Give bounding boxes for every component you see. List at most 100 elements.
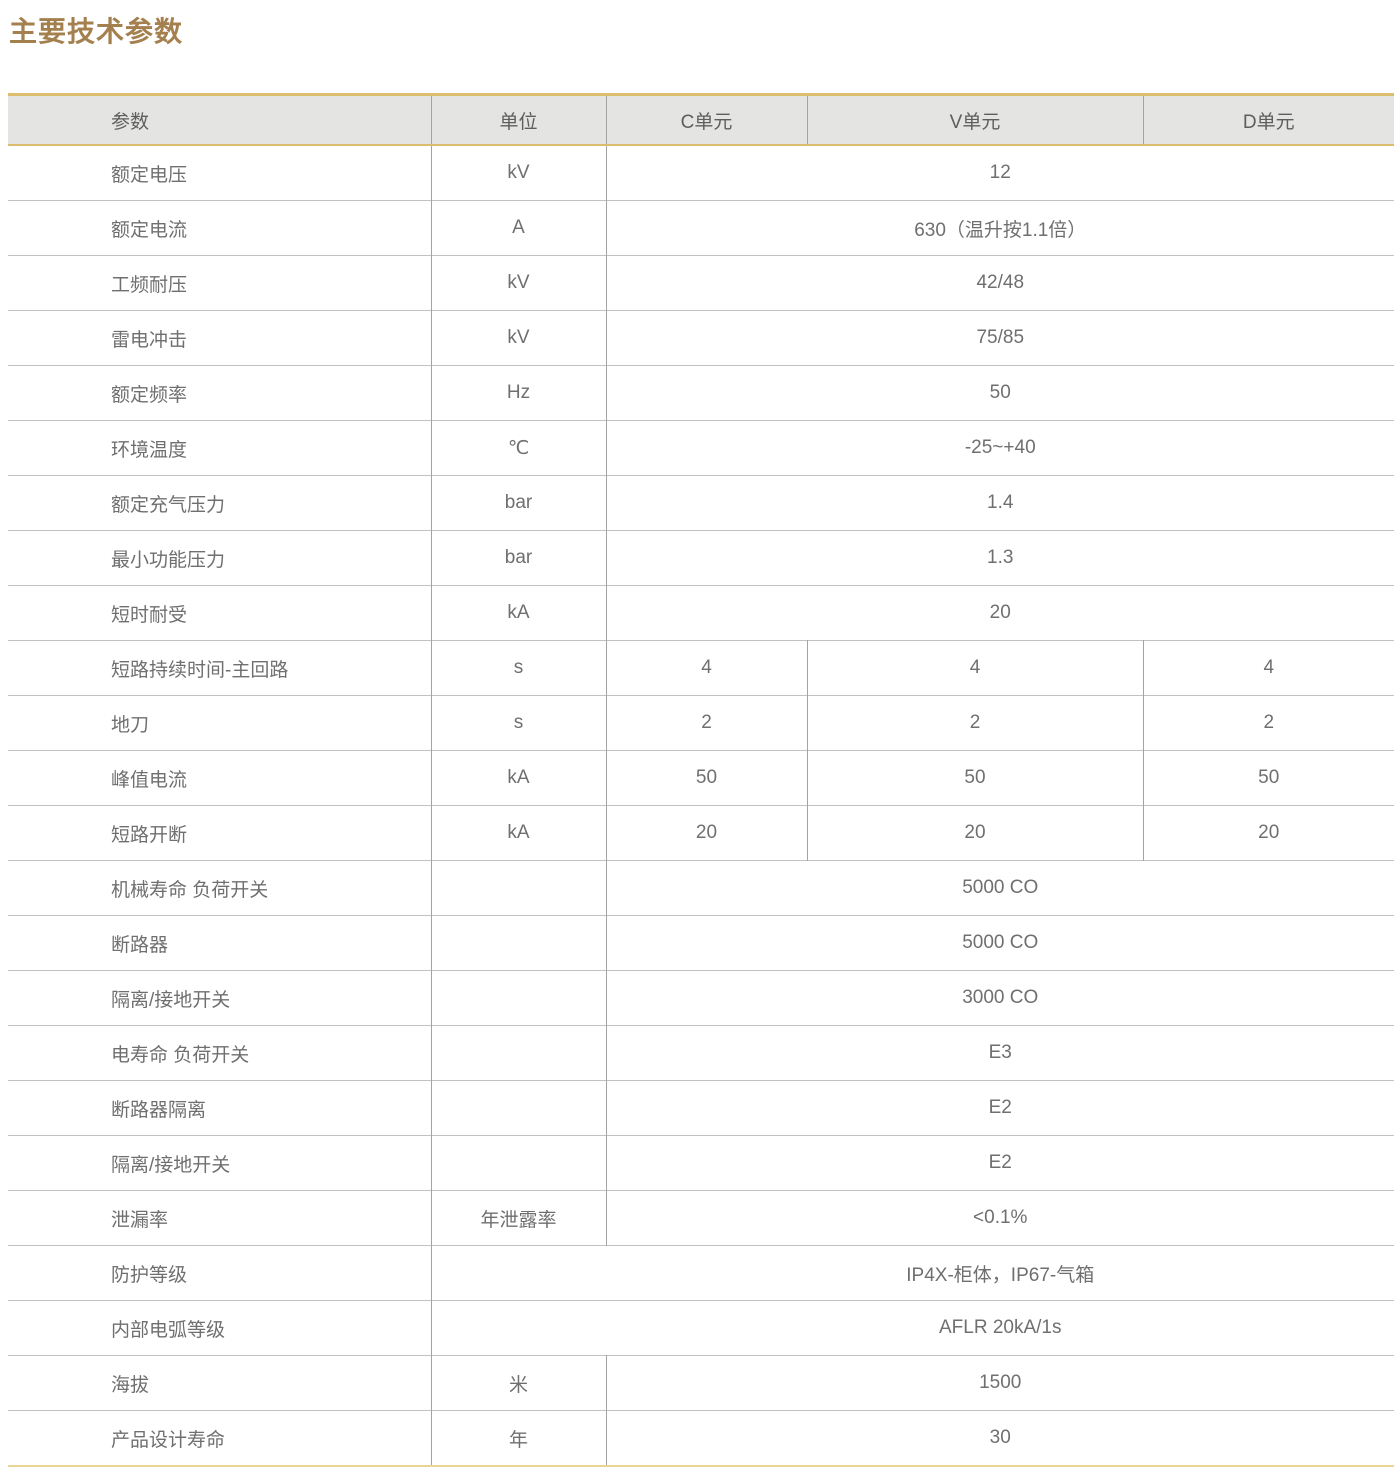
col-header-v: V单元 — [807, 93, 1144, 146]
table-body: 额定电压 kV 12 额定电流 A 630（温升按1.1倍） 工频耐压 kV 42/48 雷电冲击… — [8, 145, 1394, 1466]
value-cell: 1.3 — [606, 530, 1394, 586]
unit-cell: 年泄露率 — [431, 1190, 607, 1246]
table-row: 雷电冲击 kV 75/85 — [8, 310, 1394, 366]
param-cell: 隔离/接地开关 — [8, 970, 432, 1026]
value-cell: AFLR 20kA/1s — [431, 1300, 1394, 1356]
value-cell: 630（温升按1.1倍） — [606, 200, 1394, 256]
unit-cell — [431, 1135, 607, 1191]
table-row: 额定电压 kV 12 — [8, 145, 1394, 201]
unit-cell: ℃ — [431, 420, 607, 476]
value-cell: IP4X-柜体，IP67-气箱 — [431, 1245, 1394, 1301]
unit-cell: 年 — [431, 1410, 607, 1466]
value-cell: 20 — [606, 585, 1394, 641]
table-row: 断路器 5000 CO — [8, 915, 1394, 971]
col-header-c: C单元 — [606, 93, 808, 146]
param-cell: 海拔 — [8, 1355, 432, 1411]
table-row: 隔离/接地开关 E2 — [8, 1135, 1394, 1191]
table-row: 断路器隔离 E2 — [8, 1080, 1394, 1136]
param-cell: 泄漏率 — [8, 1190, 432, 1246]
value-cell: 4 — [1143, 640, 1394, 696]
value-cell: 20 — [606, 805, 808, 861]
value-cell: 20 — [807, 805, 1144, 861]
value-cell: 50 — [606, 750, 808, 806]
param-cell: 隔离/接地开关 — [8, 1135, 432, 1191]
param-cell: 防护等级 — [8, 1245, 432, 1301]
param-cell: 产品设计寿命 — [8, 1410, 432, 1466]
param-cell: 环境温度 — [8, 420, 432, 476]
unit-cell: bar — [431, 530, 607, 586]
value-cell: 2 — [1143, 695, 1394, 751]
unit-cell — [431, 1080, 607, 1136]
table-row: 地刀 s 2 2 2 — [8, 695, 1394, 751]
unit-cell: Hz — [431, 365, 607, 421]
value-cell: E2 — [606, 1135, 1394, 1191]
param-cell: 峰值电流 — [8, 750, 432, 806]
unit-cell: kA — [431, 750, 607, 806]
value-cell: 5000 CO — [606, 915, 1394, 971]
value-cell: 5000 CO — [606, 860, 1394, 916]
table-row: 短路开断 kA 20 20 20 — [8, 805, 1394, 861]
unit-cell — [431, 860, 607, 916]
value-cell: 42/48 — [606, 255, 1394, 311]
unit-cell: kV — [431, 310, 607, 366]
param-cell: 工频耐压 — [8, 255, 432, 311]
value-cell: 50 — [1143, 750, 1394, 806]
col-header-d: D单元 — [1143, 93, 1394, 146]
value-cell: 2 — [807, 695, 1144, 751]
table-row: 环境温度 ℃ -25~+40 — [8, 420, 1394, 476]
unit-cell: s — [431, 695, 607, 751]
value-cell: 12 — [989, 162, 1011, 183]
param-cell: 短时耐受 — [8, 585, 432, 641]
unit-cell: s — [431, 640, 607, 696]
col-header-unit: 单位 — [431, 93, 607, 146]
header-row: 参数 单位 C单元 V单元 D单元 — [8, 93, 1394, 146]
table-row: 海拔米 1500 — [8, 1355, 1394, 1411]
table-row: 峰值电流 kA 50 50 50 — [8, 750, 1394, 806]
value-cell: 30 — [606, 1410, 1394, 1466]
table-row: 短时耐受 kA 20 — [8, 585, 1394, 641]
unit-cell — [431, 970, 607, 1026]
unit-cell: kV — [431, 255, 607, 311]
unit-cell: kA — [431, 585, 607, 641]
unit-cell: A — [431, 200, 607, 256]
page-title: 主要技术参数 — [9, 16, 184, 47]
value-cell: 1500 — [606, 1355, 1394, 1411]
unit-cell — [431, 915, 607, 971]
table-row: 最小功能压力 bar 1.3 — [8, 530, 1394, 586]
value-cell: 75/85 — [606, 310, 1394, 366]
value-cell: -25~+40 — [606, 420, 1394, 476]
param-cell: 内部电弧等级 — [8, 1300, 432, 1356]
param-cell: 额定频率 — [8, 365, 432, 421]
col-header-param: 参数 — [8, 93, 432, 146]
param-cell: 额定充气压力 — [8, 475, 432, 531]
table-row: 短路持续时间-主回路 s 4 4 4 — [8, 640, 1394, 696]
value-cell: <0.1% — [606, 1190, 1394, 1246]
param-cell: 短路开断 — [8, 805, 432, 861]
value-cell: 1.4 — [606, 475, 1394, 531]
table-row: 泄漏率 年泄露率 <0.1% — [8, 1190, 1394, 1246]
specs-table: 参数 单位 C单元 V单元 D单元 额定电压 kV 12 额定电流 A 630（温升按1.1倍）工… — [8, 93, 1394, 1467]
param-cell: 地刀 — [8, 695, 432, 751]
param-cell: 断路器隔离 — [8, 1080, 432, 1136]
param-cell: 机械寿命 负荷开关 — [8, 860, 432, 916]
param-cell: 最小功能压力 — [8, 530, 432, 586]
value-cell: 50 — [807, 750, 1144, 806]
unit-cell — [431, 1025, 607, 1081]
param-cell: 雷电冲击 — [8, 310, 432, 366]
table-row: 防护等级 IP4X-柜体，IP67-气箱 — [8, 1245, 1394, 1301]
table-row: 产品设计寿命年 30 — [8, 1410, 1394, 1466]
param-cell: 电寿命 负荷开关 — [8, 1025, 432, 1081]
unit-cell: bar — [431, 475, 607, 531]
value-cell: 2 — [606, 695, 808, 751]
value-cell: 4 — [606, 640, 808, 696]
value-cell: 20 — [1143, 805, 1394, 861]
table-row: 额定电流 A 630（温升按1.1倍） — [8, 200, 1394, 256]
param-cell: 额定电压 — [8, 145, 432, 201]
table-row: 额定充气压力 bar 1.4 — [8, 475, 1394, 531]
table-row: 机械寿命 负荷开关 5000 CO — [8, 860, 1394, 916]
param-cell: 断路器 — [8, 915, 432, 971]
unit-cell: kA — [431, 805, 607, 861]
value-cell: E2 — [606, 1080, 1394, 1136]
table-row: 工频耐压 kV 42/48 — [8, 255, 1394, 311]
param-cell: 短路持续时间-主回路 — [8, 640, 432, 696]
